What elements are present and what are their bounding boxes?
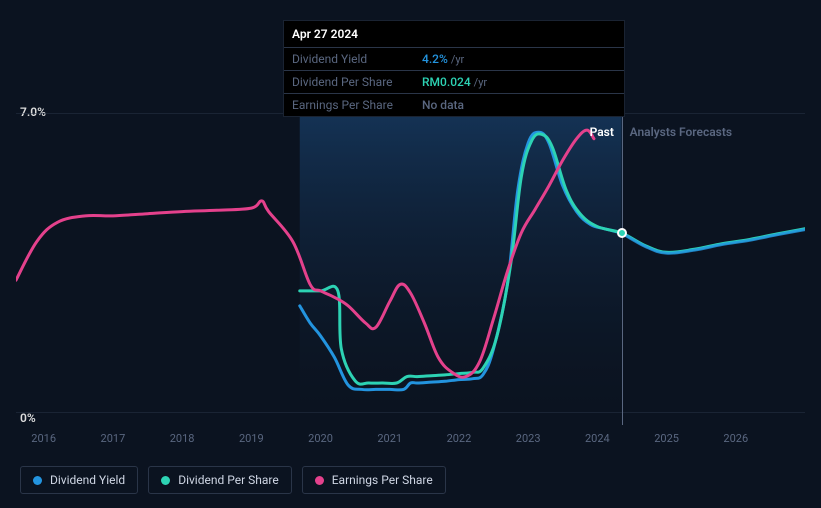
tooltip-row: Dividend Yield 4.2% /yr (284, 48, 624, 71)
legend-dot-icon (315, 476, 324, 485)
region-label-forecast: Analysts Forecasts (630, 125, 732, 139)
legend-item-dividend-per-share[interactable]: Dividend Per Share (148, 466, 292, 494)
legend-label: Dividend Per Share (178, 473, 279, 487)
tooltip-label: Earnings Per Share (292, 98, 422, 112)
legend-dot-icon (161, 476, 170, 485)
tooltip-value: 4.2% (422, 52, 448, 66)
tooltip-suffix: /yr (451, 53, 464, 66)
x-tick: 2024 (585, 432, 610, 445)
x-tick: 2025 (654, 432, 679, 445)
legend-label: Dividend Yield (50, 473, 125, 487)
legend-item-earnings-per-share[interactable]: Earnings Per Share (302, 466, 446, 494)
x-tick: 2023 (516, 432, 541, 445)
chart-tooltip: Apr 27 2024 Dividend Yield 4.2% /yr Divi… (283, 20, 625, 117)
tooltip-label: Dividend Per Share (292, 75, 422, 89)
tooltip-value: No data (422, 98, 464, 112)
x-axis: 2016 2017 2018 2019 2020 2021 2022 2023 2024 2025… (16, 432, 805, 452)
tooltip-row: Dividend Per Share RM0.024 /yr (284, 71, 624, 94)
legend-dot-icon (33, 476, 42, 485)
y-axis-min: 0% (20, 411, 36, 425)
tooltip-row: Earnings Per Share No data (284, 94, 624, 116)
legend-item-dividend-yield[interactable]: Dividend Yield (20, 466, 138, 494)
tooltip-label: Dividend Yield (292, 52, 422, 66)
x-tick: 2026 (723, 432, 748, 445)
legend-label: Earnings Per Share (332, 473, 433, 487)
x-tick: 2021 (377, 432, 402, 445)
x-tick: 2017 (101, 432, 126, 445)
legend: Dividend Yield Dividend Per Share Earnin… (20, 466, 446, 494)
tooltip-value: RM0.024 (422, 75, 471, 89)
x-tick: 2022 (447, 432, 472, 445)
tooltip-date: Apr 27 2024 (284, 21, 624, 48)
cursor-line (622, 102, 623, 425)
chart-svg (16, 113, 805, 413)
region-label-past: Past (590, 125, 614, 139)
x-tick: 2020 (308, 432, 333, 445)
current-marker (617, 228, 627, 238)
chart-area[interactable]: 7.0% 0% Past Analysts Forecasts (16, 105, 805, 425)
tooltip-suffix: /yr (474, 76, 487, 89)
x-tick: 2018 (170, 432, 195, 445)
x-tick: 2016 (31, 432, 56, 445)
x-tick: 2019 (239, 432, 264, 445)
